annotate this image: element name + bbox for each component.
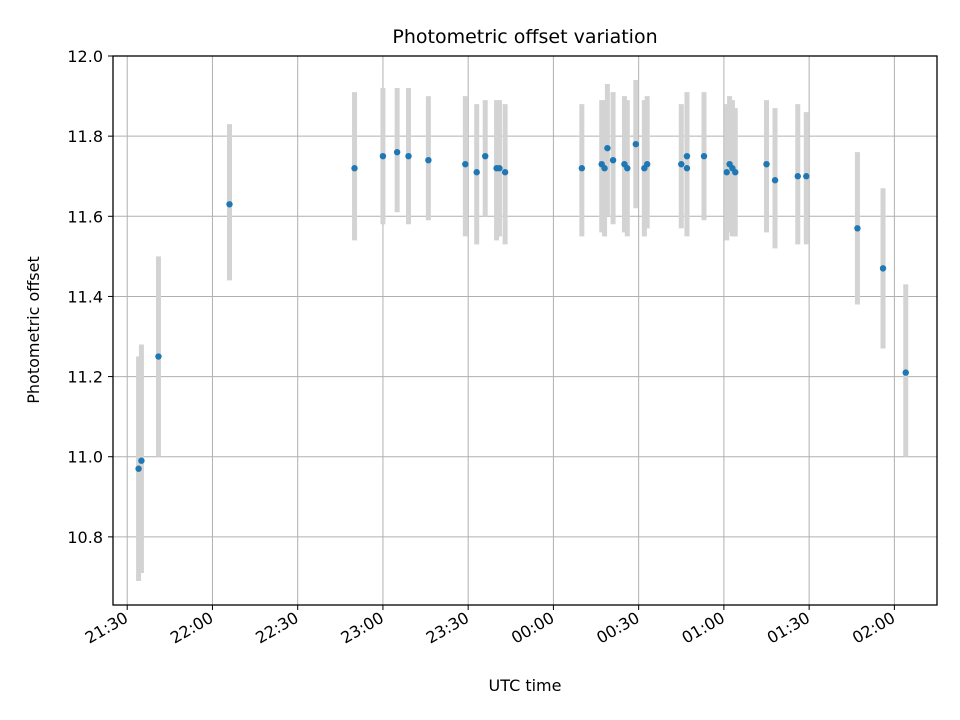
data-point	[393, 148, 401, 156]
data-point	[794, 173, 801, 180]
data-point	[379, 152, 387, 160]
data-point	[155, 353, 162, 360]
data-point	[135, 465, 142, 472]
data-point	[854, 225, 861, 232]
data-point	[473, 169, 480, 176]
data-point	[723, 169, 730, 176]
data-point	[604, 144, 611, 152]
data-points	[135, 140, 909, 472]
y-tick-label: 11.6	[67, 207, 103, 226]
data-point	[482, 152, 489, 160]
x-axis-label: UTC time	[489, 676, 562, 695]
plot-frame	[112, 55, 938, 606]
chart-title: Photometric offset variation	[392, 26, 657, 48]
data-point	[501, 169, 509, 176]
data-point	[226, 201, 233, 208]
y-tick-label: 11.2	[67, 368, 103, 387]
data-point	[425, 156, 432, 164]
data-point	[643, 160, 651, 168]
data-point	[803, 173, 810, 180]
data-point	[683, 165, 691, 172]
data-point	[678, 160, 685, 168]
y-tick-label: 12.0	[67, 47, 103, 66]
data-point	[496, 165, 503, 172]
data-point	[578, 165, 586, 172]
data-point	[763, 160, 770, 168]
data-point	[601, 165, 608, 172]
data-point	[351, 165, 358, 172]
data-point	[462, 160, 469, 168]
y-axis-label: Photometric offset	[24, 256, 43, 404]
data-point	[771, 177, 779, 184]
data-point	[632, 140, 640, 148]
data-point	[609, 156, 617, 164]
data-point	[624, 165, 631, 172]
data-point	[879, 265, 887, 272]
data-point	[683, 152, 691, 160]
y-axis-ticks: 10.8 11.0 11.2 11.4 11.6 11.8 12.0	[67, 47, 113, 547]
y-tick-label: 11.4	[67, 287, 103, 306]
y-tick-label: 11.0	[67, 448, 103, 467]
data-point	[700, 152, 708, 160]
data-point	[138, 457, 145, 464]
data-point	[732, 169, 739, 176]
data-point	[405, 152, 412, 160]
data-point	[902, 369, 909, 376]
y-tick-label: 10.8	[67, 528, 103, 547]
y-tick-label: 11.8	[67, 127, 103, 146]
